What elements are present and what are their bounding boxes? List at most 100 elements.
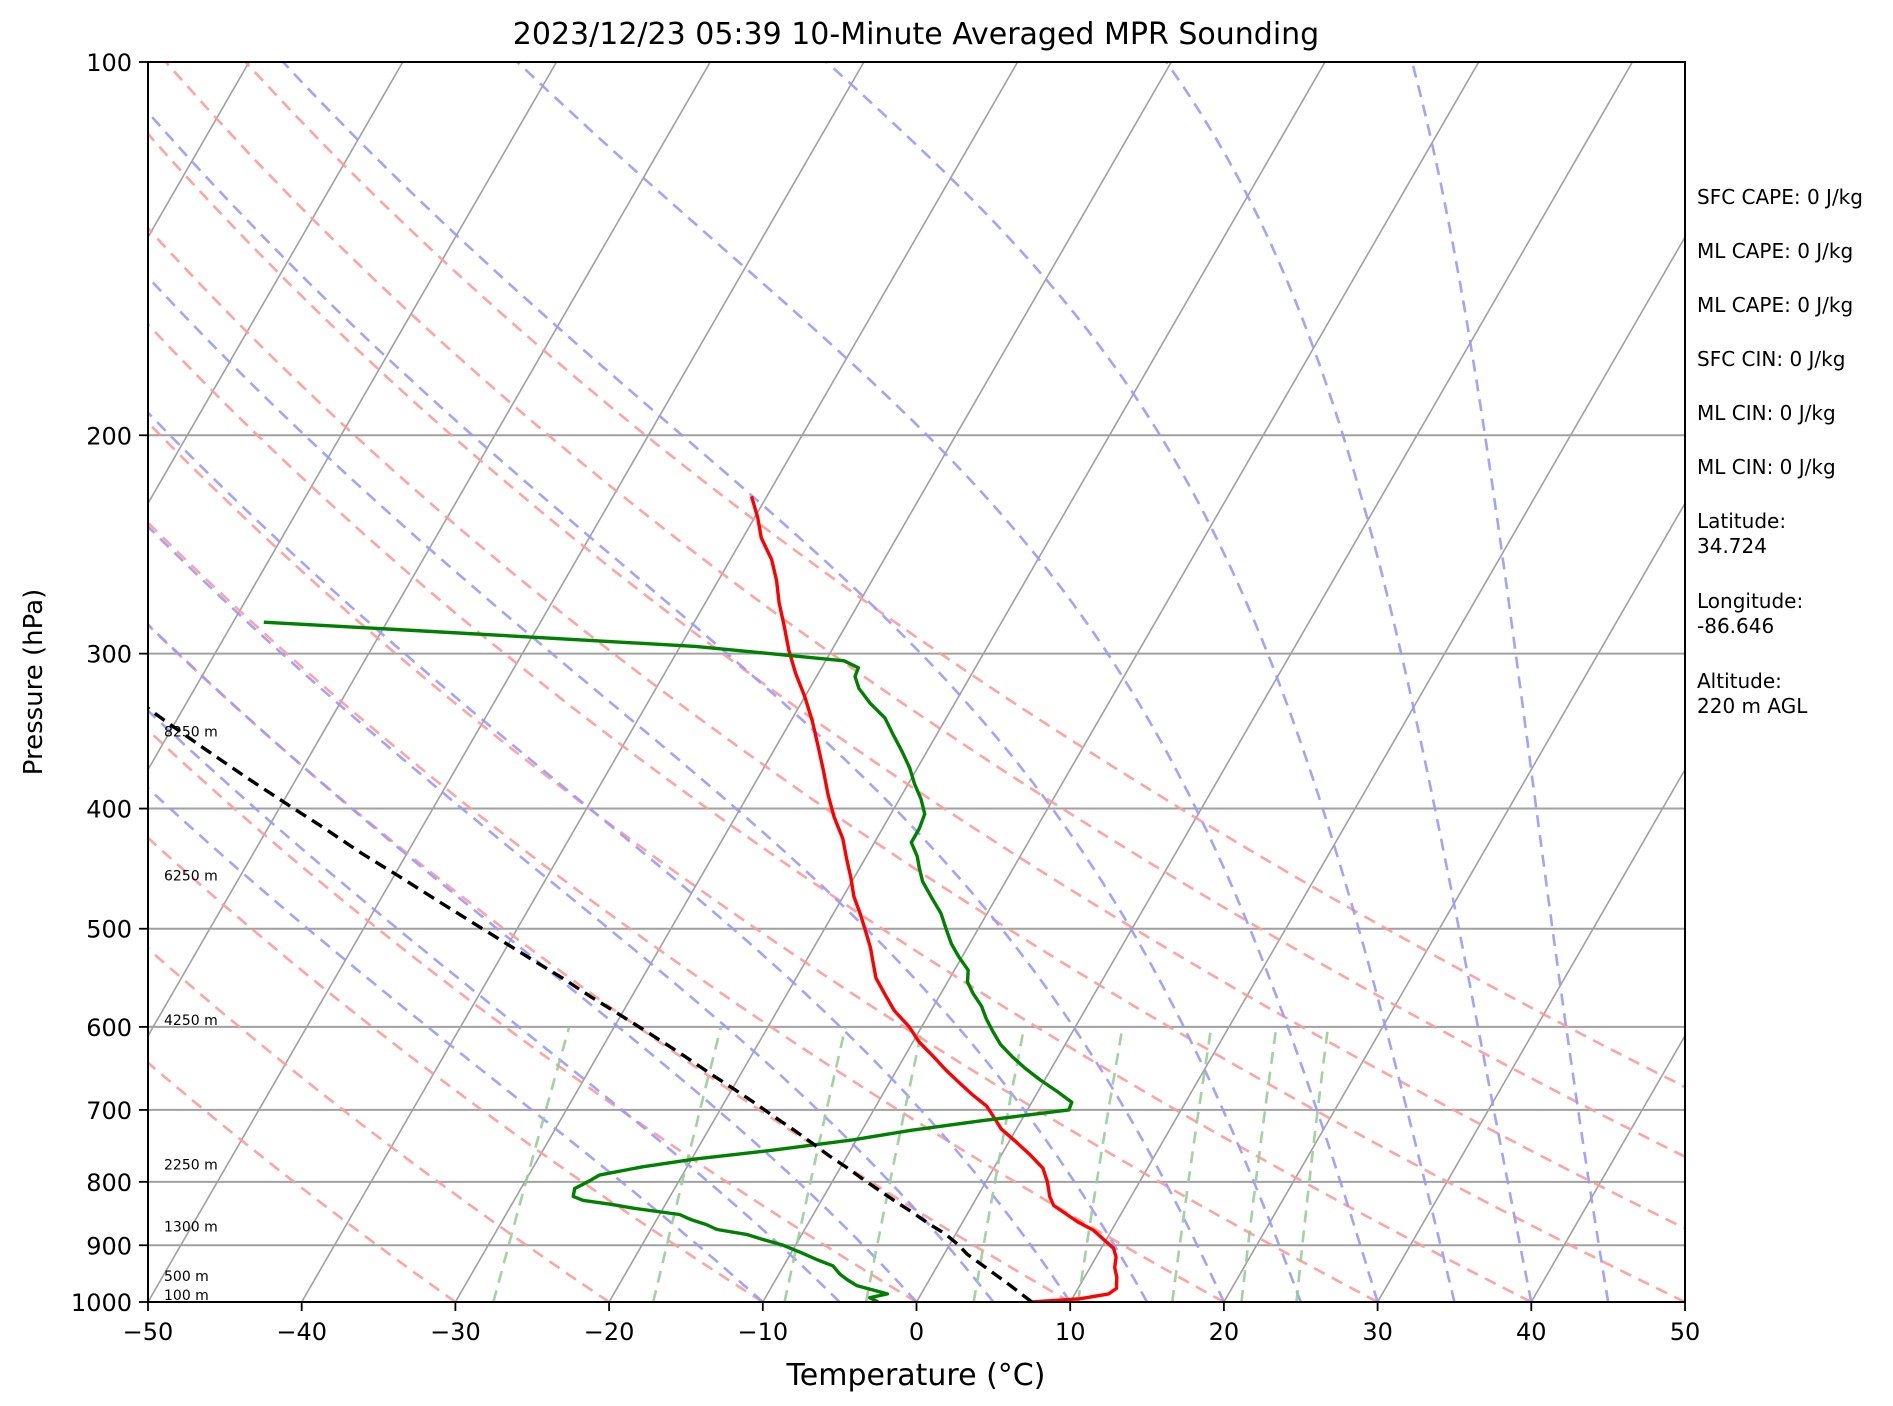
mixing-ratio-line [1171, 1026, 1213, 1302]
moist-adiabat-line [1410, 62, 1610, 1302]
mixing-ratio-line [972, 1026, 1026, 1302]
x-axis-label: Temperature (°C) [786, 1358, 1046, 1393]
stat-annotation-line: Latitude: [1697, 509, 1786, 533]
moist-adiabat-line [148, 622, 918, 1302]
y-tick-label: 400 [86, 796, 132, 824]
sounding-series [148, 495, 1119, 1302]
stat-annotation: ML CAPE: 0 J/kg [1697, 293, 1853, 317]
stat-annotation: ML CIN: 0 J/kg [1697, 401, 1836, 425]
mixing-ratio-line [651, 1026, 723, 1302]
y-tick-label: 200 [86, 422, 132, 450]
isotherm-line [148, 62, 865, 1302]
stat-annotation-line: SFC CAPE: 0 J/kg [1697, 185, 1863, 209]
height-label: 8250 m [164, 725, 218, 741]
mixing-ratio-line [783, 1026, 847, 1302]
moist-adiabat-line [825, 62, 1456, 1302]
dewpoint-profile [263, 620, 1074, 1302]
isotherm-line [148, 62, 711, 1038]
stat-annotation-line: ML CAPE: 0 J/kg [1697, 293, 1853, 317]
dry-adiabat-line [148, 623, 1071, 1302]
stat-annotation-line: ML CIN: 0 J/kg [1697, 401, 1836, 425]
stat-annotation-line: SFC CIN: 0 J/kg [1697, 347, 1845, 371]
dry-adiabat-line [148, 1061, 457, 1302]
moist-adiabat-line [148, 275, 1149, 1302]
isotherm-line [608, 62, 1326, 1302]
stat-annotation: ML CAPE: 0 J/kg [1697, 239, 1853, 263]
x-tick-label: −30 [430, 1318, 481, 1346]
dry-adiabat-line [148, 728, 918, 1302]
reference-lines [148, 62, 1685, 1302]
isotherm-line [301, 62, 1019, 1302]
moist-adiabat-line [148, 708, 841, 1302]
x-tick-label: −40 [276, 1318, 327, 1346]
height-labels: 8250 m 6250 m 4250 m 2250 m 1300 m 500 m 100 m [164, 725, 218, 1304]
stat-annotation-line: Altitude: [1697, 669, 1782, 693]
dry-adiabat-line [148, 322, 1532, 1302]
isotherm-line [915, 62, 1634, 1302]
mixing-ratio-line [1295, 1026, 1330, 1302]
stat-annotation-line: Longitude: [1697, 589, 1803, 613]
y-tick-label: 500 [86, 916, 132, 944]
y-tick-label: 900 [86, 1232, 132, 1260]
stat-annotation: Altitude: 220 m AGL [1697, 669, 1808, 718]
x-axis: −50 −40 −30 −20 −10 0 10 20 30 40 50 [123, 1302, 1701, 1346]
temperature-profile [749, 495, 1119, 1302]
stat-annotation: SFC CIN: 0 J/kg [1697, 347, 1845, 371]
moist-adiabat-line [1165, 62, 1533, 1302]
moist-adiabat-line [148, 110, 1226, 1302]
moist-adiabat-line [148, 410, 1072, 1302]
stat-annotation-line: -86.646 [1697, 614, 1774, 638]
isotherm-line [148, 62, 558, 772]
y-tick-label: 100 [86, 49, 132, 77]
y-tick-label: 800 [86, 1169, 132, 1197]
stat-annotation: ML CIN: 0 J/kg [1697, 455, 1836, 479]
isotherm-line [148, 62, 404, 505]
moist-adiabat-line [282, 62, 1303, 1302]
x-tick-label: 30 [1362, 1318, 1393, 1346]
x-tick-label: 0 [909, 1318, 924, 1346]
x-tick-label: −50 [123, 1318, 174, 1346]
dry-adiabat-line [148, 420, 1379, 1302]
chart-title: 2023/12/23 05:39 10-Minute Averaged MPR … [513, 17, 1319, 52]
y-axis: 100 200 300 400 500 600 700 800 900 1000 [71, 49, 148, 1317]
height-label: 1300 m [164, 1219, 218, 1235]
mixing-ratio-line [1076, 1026, 1124, 1302]
height-label: 100 m [164, 1288, 209, 1304]
mixing-ratio-line [864, 1026, 924, 1302]
x-tick-label: 10 [1055, 1318, 1086, 1346]
moist-adiabat-line [148, 524, 995, 1302]
isotherm-line [454, 62, 1173, 1302]
stat-annotation-line: ML CAPE: 0 J/kg [1697, 239, 1853, 263]
x-tick-label: −20 [584, 1318, 635, 1346]
dry-adiabat-line [148, 520, 1225, 1302]
parcel-profile [148, 706, 1033, 1302]
stat-annotation-line: 34.724 [1697, 534, 1767, 558]
sounding-stats: SFC CAPE: 0 J/kg ML CAPE: 0 J/kg ML CAPE: … [1697, 185, 1863, 718]
x-tick-label: 40 [1516, 1318, 1547, 1346]
y-tick-label: 700 [86, 1097, 132, 1125]
stat-annotation: Longitude: -86.646 [1697, 589, 1803, 638]
moist-adiabat-line [148, 786, 764, 1302]
stat-annotation: SFC CAPE: 0 J/kg [1697, 185, 1863, 209]
dry-adiabat-line [244, 62, 1685, 1089]
y-tick-label: 300 [86, 641, 132, 669]
y-tick-label: 1000 [71, 1289, 132, 1317]
height-label: 4250 m [164, 1013, 218, 1029]
height-label: 2250 m [164, 1158, 218, 1174]
y-axis-label: Pressure (hPa) [19, 589, 49, 776]
x-tick-label: −10 [737, 1318, 788, 1346]
y-tick-label: 600 [86, 1014, 132, 1042]
moist-adiabat-line [516, 62, 1379, 1302]
isotherm-line [762, 62, 1480, 1302]
mixing-ratio-line [1240, 1026, 1278, 1302]
height-label: 6250 m [164, 868, 218, 884]
isotherm-line [1223, 501, 1685, 1302]
x-tick-label: 20 [1209, 1318, 1240, 1346]
dry-adiabat-line [148, 131, 1685, 1230]
dry-adiabat-line [148, 226, 1685, 1302]
stat-annotation-line: ML CIN: 0 J/kg [1697, 455, 1836, 479]
x-tick-label: 50 [1670, 1318, 1701, 1346]
isotherm-line [1530, 1034, 1685, 1302]
mixing-ratio-line [492, 1026, 571, 1302]
